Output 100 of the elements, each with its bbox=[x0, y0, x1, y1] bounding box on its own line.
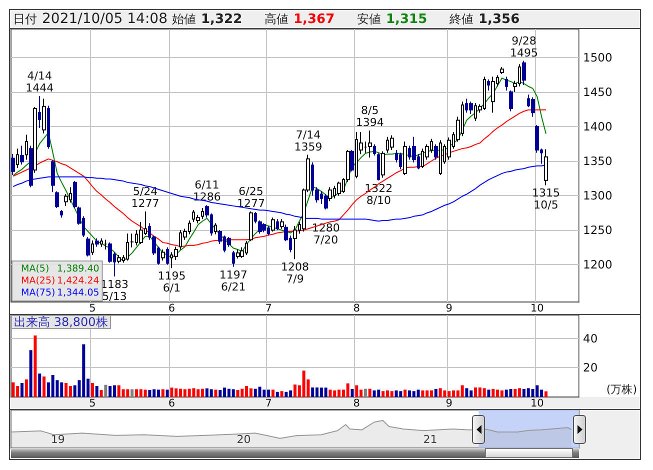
bar bbox=[38, 374, 42, 397]
bar bbox=[249, 388, 252, 397]
bar bbox=[500, 390, 504, 397]
bar bbox=[438, 388, 442, 397]
candlestick bbox=[258, 220, 262, 234]
candlestick bbox=[262, 222, 266, 233]
candlestick bbox=[161, 248, 165, 262]
bar bbox=[51, 375, 54, 397]
candlestick bbox=[531, 96, 535, 118]
y-axis-title: (万株) bbox=[606, 383, 638, 396]
candlestick bbox=[390, 134, 394, 150]
candlestick bbox=[544, 148, 548, 186]
candlestick bbox=[232, 250, 235, 268]
annotation: 1197 6/21 bbox=[219, 268, 248, 294]
candlestick bbox=[324, 194, 328, 210]
bar bbox=[170, 388, 174, 397]
bar bbox=[368, 388, 372, 397]
bar bbox=[474, 387, 478, 397]
x-tick-label: 7 bbox=[265, 302, 272, 314]
bar bbox=[42, 376, 46, 397]
bar bbox=[12, 382, 15, 397]
bar bbox=[29, 350, 32, 397]
bar bbox=[236, 390, 240, 397]
bar bbox=[328, 390, 332, 397]
candlestick bbox=[100, 238, 103, 248]
candlestick bbox=[280, 218, 284, 230]
bar bbox=[166, 390, 169, 397]
chart-title: 出来高 38,800株 bbox=[14, 315, 108, 329]
x-tick-label: 6 bbox=[168, 398, 176, 410]
text: 日付 2021/10/05 14:08 bbox=[13, 11, 168, 27]
bar bbox=[34, 336, 37, 397]
candlestick bbox=[350, 149, 354, 172]
bar bbox=[104, 384, 108, 397]
annotation: 1315 10/5 bbox=[532, 186, 560, 212]
candlestick bbox=[20, 145, 24, 165]
bar bbox=[90, 382, 94, 397]
candlestick bbox=[487, 78, 490, 92]
y-tick-label: 1250 bbox=[583, 223, 612, 238]
y-tick-label: 1200 bbox=[583, 258, 612, 272]
candlestick bbox=[381, 150, 385, 178]
candlestick bbox=[42, 98, 46, 134]
bar bbox=[434, 388, 438, 397]
candlestick bbox=[368, 130, 372, 158]
bar bbox=[126, 389, 130, 397]
text: 始値 1,322 bbox=[172, 12, 242, 27]
candlestick bbox=[60, 210, 63, 218]
bar bbox=[377, 390, 380, 397]
bar bbox=[465, 388, 468, 397]
bar bbox=[240, 388, 244, 397]
bar bbox=[95, 386, 98, 397]
x-tick-label: 7 bbox=[265, 398, 272, 410]
bar bbox=[350, 388, 354, 397]
bar bbox=[372, 390, 376, 397]
bar bbox=[355, 385, 358, 397]
candlestick bbox=[38, 96, 41, 128]
bar bbox=[64, 382, 68, 397]
x-tick-label: 20 bbox=[236, 433, 251, 446]
bar bbox=[382, 391, 385, 397]
candlestick bbox=[377, 152, 380, 181]
bar bbox=[544, 391, 548, 397]
bar bbox=[421, 390, 424, 397]
bar bbox=[192, 388, 196, 397]
y-tick-label: 1450 bbox=[583, 84, 612, 99]
bar bbox=[416, 390, 420, 397]
bar bbox=[404, 390, 407, 397]
x-tick-label: 8 bbox=[353, 398, 360, 410]
bar bbox=[536, 385, 539, 397]
bar bbox=[271, 390, 274, 397]
candlestick bbox=[166, 246, 169, 266]
x-tick-label: 8 bbox=[353, 302, 360, 314]
x-tick-label: 6 bbox=[168, 302, 176, 314]
annotation: 6/25 1277 bbox=[236, 184, 265, 210]
bar bbox=[324, 388, 328, 397]
candlestick bbox=[373, 144, 376, 156]
candlestick bbox=[500, 66, 504, 74]
bar bbox=[284, 392, 288, 397]
annotation: 1208 7/9 bbox=[281, 260, 309, 286]
text: MA(75) 1,344.05 bbox=[21, 288, 100, 298]
candlestick bbox=[271, 217, 275, 232]
candlestick bbox=[434, 144, 438, 160]
bar bbox=[144, 390, 147, 397]
bar bbox=[346, 383, 350, 397]
bar bbox=[531, 388, 534, 397]
candlestick bbox=[25, 134, 28, 160]
candlestick bbox=[328, 186, 332, 202]
text: 高値 1,367 bbox=[264, 12, 335, 27]
candlestick bbox=[91, 240, 94, 256]
x-tick-label: 10 bbox=[530, 398, 544, 410]
y-tick-label: 1300 bbox=[583, 188, 612, 203]
annotation: 1183 5/13 bbox=[100, 278, 128, 303]
x-tick-label: 21 bbox=[423, 433, 438, 446]
candlestick bbox=[399, 152, 402, 170]
bar bbox=[276, 392, 279, 397]
annotation: 8/5 1394 bbox=[356, 104, 384, 130]
candlestick bbox=[55, 190, 59, 209]
bar bbox=[492, 388, 495, 397]
bar bbox=[262, 390, 266, 397]
bar bbox=[311, 387, 314, 397]
annotation: 7/14 1359 bbox=[294, 128, 322, 154]
bar bbox=[20, 382, 24, 397]
